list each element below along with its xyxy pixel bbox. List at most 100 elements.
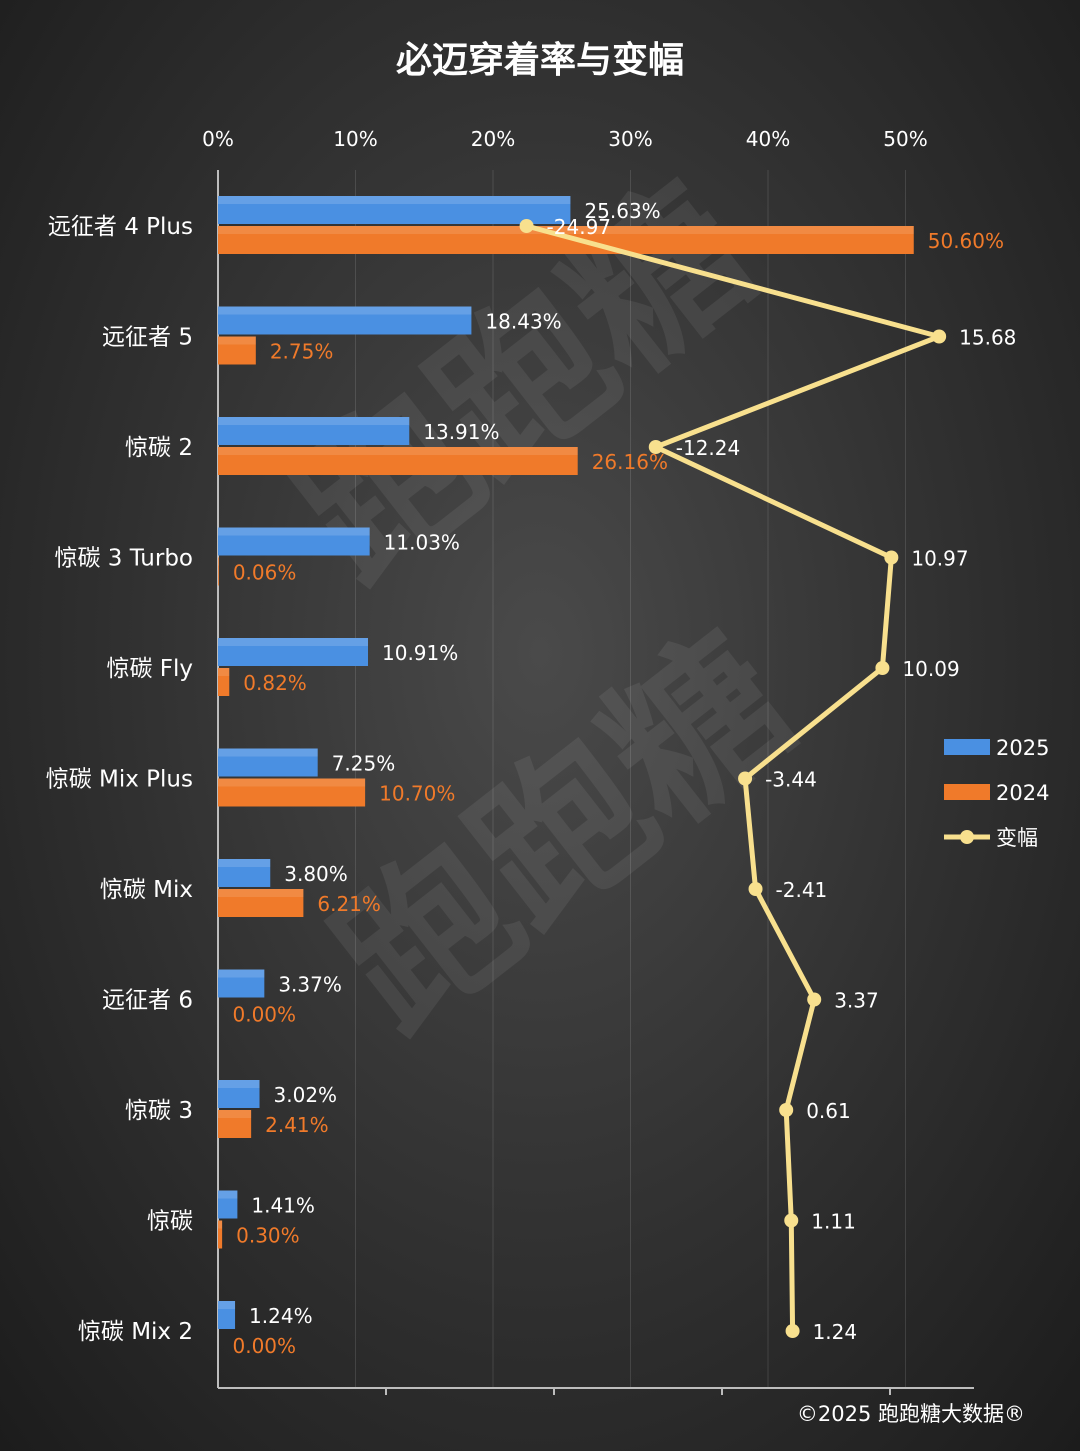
bar-2025-highlight [218,969,265,978]
bar-2025-value-label: 7.25% [332,752,396,776]
category-label: 惊碳 3 [125,1098,193,1124]
category-label: 惊碳 Mix 2 [78,1319,193,1345]
bar-2025-value-label: 3.80% [284,862,348,886]
x-tick-label: 20% [471,127,515,151]
bar-2024 [218,336,256,365]
bar-2025 [218,1301,236,1329]
bar-2025-highlight [218,527,370,536]
bar-2025-value-label: 13.91% [423,420,499,444]
change-point [648,440,663,454]
category-label: 惊碳 [147,1209,193,1235]
bar-2024-value-label: 50.60% [928,229,1004,253]
bar-2025-highlight [218,306,472,315]
bar-2024-value-label: 26.16% [592,450,668,474]
bar-2024-value-label: 0.82% [243,671,307,695]
category-label: 惊碳 3 Turbo [54,546,193,572]
bar-2024-value-label: 0.00% [233,1334,297,1358]
bar-2024 [218,1220,223,1249]
bar-2024-highlight [218,557,219,566]
bar-2024-value-label: 10.70% [379,782,455,806]
x-tick-label: 10% [333,127,377,151]
x-tick-label: 30% [608,127,652,151]
legend-label: 2024 [996,781,1049,805]
bar-2024-highlight [218,1110,252,1118]
category-label: 远征者 4 Plus [48,214,193,240]
bar-2024-highlight [218,336,256,345]
bar-2024-highlight [218,447,578,455]
change-point [784,1213,799,1228]
bar-2025-highlight [218,1190,238,1199]
bar-2024-highlight [218,889,304,897]
category-label: 远征者 6 [102,988,193,1014]
bar-2024 [218,226,914,254]
watermark-text: 跑跑糖 [302,599,826,1069]
legend-swatch-2025 [944,739,990,755]
change-value-label: -24.97 [547,215,611,239]
x-tick-label: 40% [746,127,790,151]
bar-2025 [218,1080,260,1108]
change-value-label: 1.24 [813,1320,858,1344]
bar-2024 [218,447,578,475]
bar-2025 [218,638,369,666]
change-point [779,1103,794,1117]
bar-2024-value-label: 6.21% [317,892,381,916]
bar-2024-highlight [218,226,914,234]
change-point [884,550,899,565]
bar-2025-value-label: 1.24% [249,1304,313,1328]
copyright-footer: ©2025 跑跑糖大数据® [797,1402,1025,1426]
change-value-label: 10.97 [911,547,968,571]
category-label: 远征者 5 [102,325,193,351]
change-point [807,992,822,1007]
change-value-label: -3.44 [765,768,817,792]
bar-2025-value-label: 3.37% [278,973,342,997]
change-point [932,329,947,344]
category-label: 惊碳 Mix [100,877,193,903]
bar-2024 [218,557,219,586]
bar-2025 [218,196,571,224]
bar-2025-value-label: 11.03% [384,531,460,555]
bar-2025 [218,859,271,887]
x-tick-label: 50% [883,127,927,151]
change-point [738,771,753,786]
bar-2025-highlight [218,638,369,646]
bar-2024-value-label: 0.30% [236,1224,300,1248]
bar-2024-value-label: 2.41% [265,1113,329,1137]
bar-2025 [218,1190,238,1219]
bar-2025-highlight [218,859,271,867]
bar-2025 [218,969,265,998]
bar-2025-highlight [218,196,571,204]
change-value-label: -12.24 [676,436,740,460]
bar-2025 [218,306,472,335]
change-value-label: -2.41 [776,878,828,902]
bar-2024-value-label: 0.00% [233,1003,297,1027]
change-value-label: 1.11 [811,1210,856,1234]
bar-2025 [218,527,370,556]
bar-2025-highlight [218,417,410,425]
bar-2025 [218,748,318,777]
bar-2025-highlight [218,748,318,757]
change-value-label: 15.68 [959,326,1016,350]
bar-2025 [218,417,410,445]
legend-swatch-2024 [944,784,990,800]
bar-2025-value-label: 3.02% [274,1083,338,1107]
change-point [875,661,890,675]
bar-2024 [218,1110,252,1138]
change-point [785,1324,800,1338]
bar-2024-value-label: 2.75% [270,340,334,364]
category-label: 惊碳 Mix Plus [46,767,193,793]
change-point [748,882,763,896]
bar-2025-value-label: 25.63% [584,199,660,223]
bar-2024 [218,889,304,917]
legend-label: 变幅 [996,826,1038,850]
bar-2024 [218,778,366,807]
bar-2024-highlight [218,1220,223,1229]
bar-2025-highlight [218,1080,260,1088]
bar-2024-value-label: 0.06% [233,561,297,585]
bar-2025-value-label: 1.41% [251,1194,315,1218]
bar-2025-value-label: 10.91% [382,641,458,665]
change-value-label: 0.61 [806,1099,851,1123]
legend-label: 2025 [996,736,1049,760]
legend-line-marker [960,830,974,844]
x-tick-label: 0% [202,127,234,151]
